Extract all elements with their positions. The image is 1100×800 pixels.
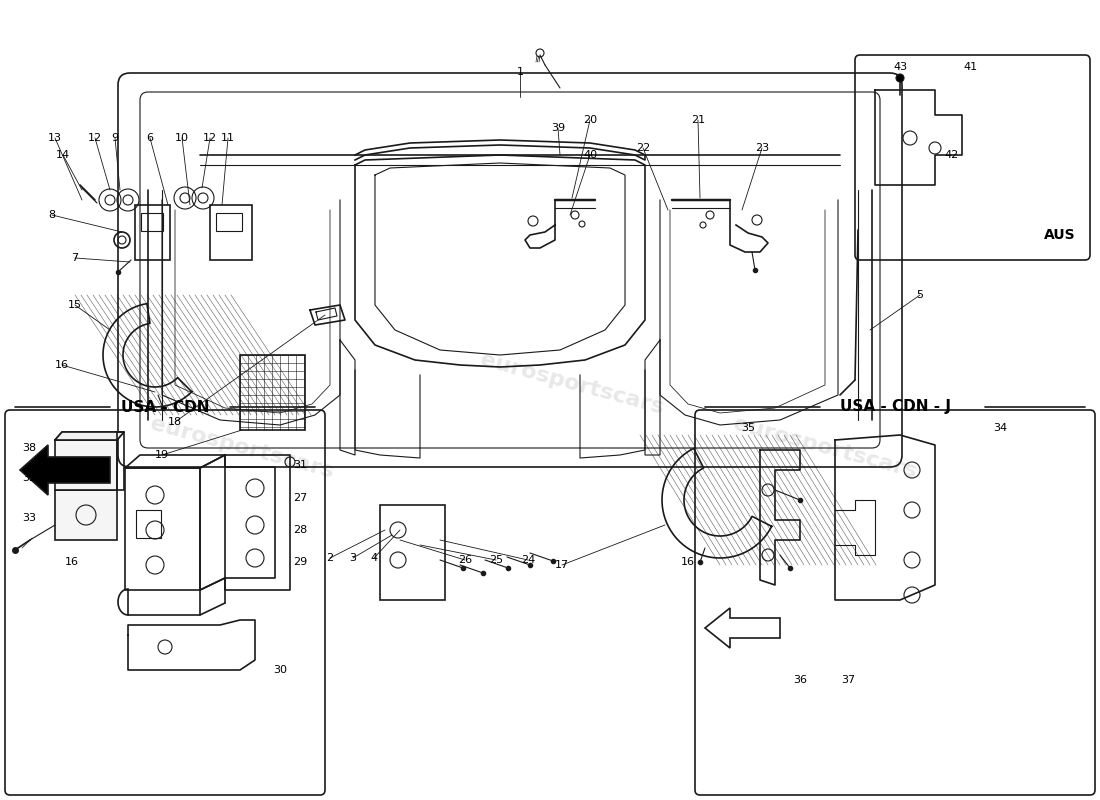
Text: 3: 3	[350, 553, 356, 563]
Text: eurosportscars: eurosportscars	[148, 414, 336, 482]
Text: 13: 13	[48, 133, 62, 143]
Text: 25: 25	[488, 555, 503, 565]
Text: eurosportscars: eurosportscars	[478, 350, 666, 418]
Text: 10: 10	[175, 133, 189, 143]
Text: eurosportscars: eurosportscars	[732, 414, 918, 482]
Bar	[216, 213, 242, 231]
Polygon shape	[55, 432, 124, 440]
Text: 26: 26	[458, 555, 472, 565]
Text: 18: 18	[168, 417, 183, 427]
Circle shape	[896, 74, 904, 82]
Text: 6: 6	[146, 133, 154, 143]
Text: 23: 23	[755, 143, 769, 153]
Text: 28: 28	[293, 525, 307, 535]
Polygon shape	[20, 445, 110, 495]
Text: 12: 12	[202, 133, 217, 143]
Text: AUS: AUS	[1044, 228, 1076, 242]
Text: USA - CDN: USA - CDN	[121, 399, 209, 414]
Text: 36: 36	[793, 675, 807, 685]
Bar	[136, 510, 161, 538]
Text: 16: 16	[65, 557, 79, 567]
Text: 15: 15	[68, 300, 82, 310]
Text: USA - CDN - J: USA - CDN - J	[839, 399, 950, 414]
Text: 27: 27	[293, 493, 307, 503]
Text: 12: 12	[88, 133, 102, 143]
Bar	[135, 205, 170, 260]
Text: 16: 16	[681, 557, 695, 567]
Text: 38: 38	[22, 443, 36, 453]
Text: 11: 11	[221, 133, 235, 143]
Text: 35: 35	[741, 423, 755, 433]
Text: 43: 43	[893, 62, 907, 72]
Text: 39: 39	[551, 123, 565, 133]
Text: 33: 33	[22, 513, 36, 523]
Text: 14: 14	[56, 150, 70, 160]
Text: 22: 22	[636, 143, 650, 153]
Text: 32: 32	[22, 473, 36, 483]
Text: 34: 34	[993, 423, 1008, 433]
Text: 5: 5	[916, 290, 924, 300]
Text: 2: 2	[327, 553, 333, 563]
Text: 19: 19	[155, 450, 169, 460]
Text: 1: 1	[517, 67, 524, 77]
Bar	[210, 205, 252, 260]
Bar	[240, 355, 305, 430]
Text: 30: 30	[273, 665, 287, 675]
Text: 4: 4	[371, 553, 377, 563]
Bar	[141, 213, 163, 231]
Text: 16: 16	[55, 360, 69, 370]
Text: 29: 29	[293, 557, 307, 567]
Text: 41: 41	[962, 62, 977, 72]
Text: 40: 40	[583, 150, 597, 160]
Text: 21: 21	[691, 115, 705, 125]
Bar	[55, 440, 117, 490]
Text: 20: 20	[583, 115, 597, 125]
Text: 24: 24	[521, 555, 535, 565]
Text: 17: 17	[554, 560, 569, 570]
Text: 42: 42	[945, 150, 959, 160]
Text: 8: 8	[48, 210, 56, 220]
Bar	[379, 505, 446, 600]
Text: 31: 31	[293, 460, 307, 470]
Bar	[55, 490, 117, 540]
Text: 9: 9	[111, 133, 119, 143]
Text: 7: 7	[72, 253, 78, 263]
Text: 37: 37	[840, 675, 855, 685]
